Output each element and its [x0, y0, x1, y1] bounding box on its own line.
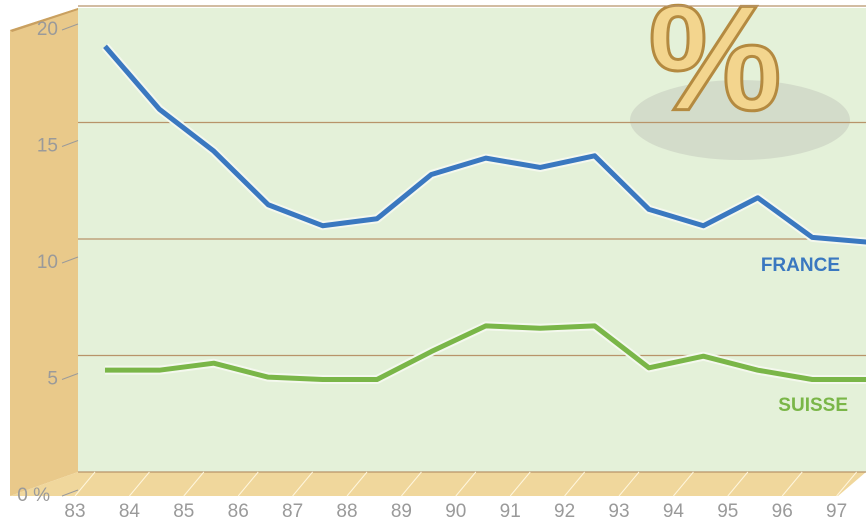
- x-tick-label: 97: [826, 501, 847, 522]
- tick-mark: [61, 140, 79, 147]
- floor-line: [836, 471, 857, 497]
- y-tick-label: 20: [37, 19, 58, 40]
- x-tick-label: 93: [608, 501, 629, 522]
- y-tick-label: 10: [37, 252, 58, 273]
- x-tick-label: 87: [282, 501, 303, 522]
- x-tick-label: 94: [663, 501, 685, 522]
- x-tick-label: 86: [228, 501, 249, 522]
- floor-line: [618, 471, 640, 497]
- floor-line: [74, 471, 96, 497]
- tick-mark: [61, 489, 79, 497]
- tick-mark: [61, 256, 79, 264]
- percent-symbol: %: [648, 0, 781, 142]
- y-tick-label: 5: [47, 369, 58, 390]
- left-wall: [10, 8, 78, 496]
- floor-line: [781, 471, 803, 497]
- x-tick-label: 84: [119, 501, 141, 522]
- wall-edge: [10, 8, 78, 32]
- y-tick-label: 0 %: [17, 485, 50, 506]
- floor-line: [401, 471, 422, 497]
- x-tick-label: 90: [445, 501, 466, 522]
- floor-line: [346, 471, 368, 497]
- floor-line: [183, 471, 205, 497]
- floor-line: [727, 471, 749, 497]
- x-tick-label: 92: [554, 501, 575, 522]
- y-tick-label: 15: [37, 136, 58, 157]
- x-tick-label: 89: [391, 501, 412, 522]
- floor-line: [237, 471, 259, 497]
- x-tick-label: 83: [64, 501, 85, 522]
- series-line: [105, 323, 866, 382]
- x-tick-label: 91: [500, 501, 521, 522]
- x-tick-label: 96: [772, 501, 793, 522]
- series-label: SUISSE: [778, 395, 848, 416]
- floor-line: [673, 471, 694, 497]
- floor-line: [292, 471, 313, 497]
- floor: [10, 472, 866, 496]
- floor-line: [509, 471, 531, 497]
- x-tick-label: 85: [173, 501, 194, 522]
- percent-icon: %: [630, 0, 850, 160]
- tick-mark: [61, 373, 79, 380]
- floor-line: [129, 471, 150, 497]
- tick-mark: [61, 23, 79, 31]
- floor-line: [455, 471, 477, 497]
- floor-line: [564, 471, 585, 497]
- x-tick-label: 95: [717, 501, 738, 522]
- series-line: [103, 44, 866, 245]
- series-label: FRANCE: [761, 255, 840, 276]
- x-tick-label: 88: [336, 501, 357, 522]
